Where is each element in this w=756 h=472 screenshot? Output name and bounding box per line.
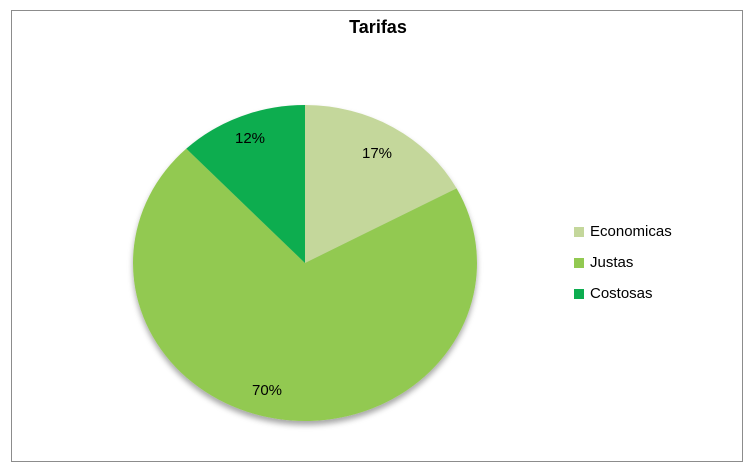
data-label-justas: 70% [252,382,282,399]
legend-item-justas: Justas [574,247,672,278]
pie-slice-economicas [305,105,457,263]
legend-swatch-economicas [574,226,584,237]
legend-swatch-justas [574,257,584,268]
data-label-economicas: 17% [362,145,392,162]
data-label-costosas: 12% [235,130,265,147]
legend-item-economicas: Economicas [574,216,672,247]
legend: Economicas Justas Costosas [574,216,672,309]
legend-label-justas: Justas [590,254,634,271]
pie-slice-justas [132,148,477,421]
legend-swatch-costosas [574,288,584,299]
pie-slice-costosas [186,105,305,263]
legend-label-costosas: Costosas [590,285,653,302]
legend-item-costosas: Costosas [574,278,672,309]
legend-label-economicas: Economicas [590,223,672,240]
chart-title: Tarifas [349,17,407,37]
